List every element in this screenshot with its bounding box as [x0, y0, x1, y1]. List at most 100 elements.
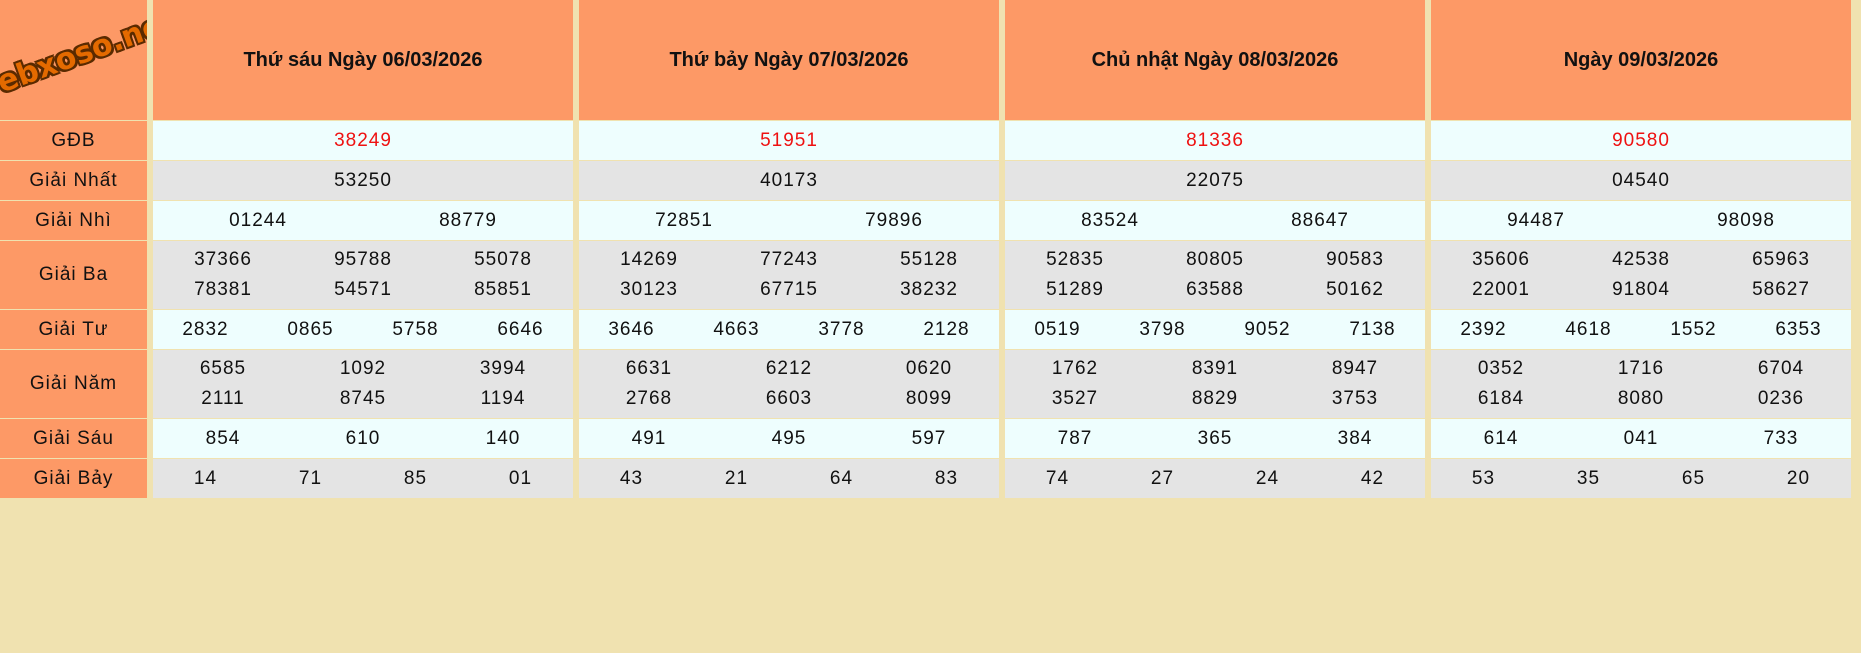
- result-number: 787: [1057, 427, 1093, 449]
- result-number: 6212: [765, 358, 813, 379]
- result-number: 365: [1197, 427, 1233, 449]
- result-number: 85: [403, 467, 428, 489]
- prize-label-second-prize: Giải Nhì: [0, 201, 147, 240]
- result-number: 0865: [287, 318, 334, 340]
- third-prize-numbers: 52835 80805 90583 51289 63588 50162: [1005, 241, 1425, 309]
- lottery-results-board: webxoso.net Thứ sáu Ngày 06/03/2026 Thứ bả…: [0, 0, 1851, 498]
- fifth-prize-numbers: 1762 8391 8947 3527 8829 3753: [1005, 350, 1425, 418]
- result-number: 9052: [1244, 318, 1291, 340]
- result-number: 24: [1255, 467, 1280, 489]
- result-number: 3646: [608, 318, 655, 340]
- result-number: 4663: [713, 318, 760, 340]
- second-prize-numbers: 83524 88647: [1005, 201, 1425, 240]
- result-number: 90583: [1326, 249, 1384, 270]
- result-number: 733: [1763, 427, 1799, 449]
- result-number: 6646: [497, 318, 544, 340]
- sixth-prize-numbers: 491 495 597: [579, 419, 999, 458]
- prize-label-fourth-prize: Giải Tư: [0, 310, 147, 349]
- first-prize-numbers: 04540: [1431, 161, 1851, 200]
- third-prize-numbers: 37366 95788 55078 78381 54571 85851: [153, 241, 573, 309]
- result-number: 37366: [194, 249, 252, 270]
- seventh-prize-numbers: 53 35 65 20: [1431, 459, 1851, 498]
- result-number: 91804: [1612, 279, 1670, 300]
- first-prize-numbers: 40173: [579, 161, 999, 200]
- result-number: 854: [205, 427, 241, 449]
- result-number: 20: [1786, 467, 1811, 489]
- result-number: 2111: [201, 388, 245, 409]
- fourth-prize-numbers: 0519 3798 9052 7138: [1005, 310, 1425, 349]
- result-number: 64: [829, 467, 854, 489]
- fifth-prize-numbers: 0352 1716 6704 6184 8080 0236: [1431, 350, 1851, 418]
- result-number: 01: [508, 467, 533, 489]
- result-number: 0352: [1477, 358, 1525, 379]
- result-number: 1194: [480, 388, 526, 409]
- result-number: 8947: [1331, 358, 1379, 379]
- result-number: 94487: [1507, 209, 1565, 231]
- result-number: 83524: [1081, 209, 1139, 231]
- result-number: 35: [1576, 467, 1601, 489]
- result-number: 95788: [334, 249, 392, 270]
- result-number: 53: [1471, 467, 1496, 489]
- result-number: 3994: [479, 358, 527, 379]
- result-number: 1092: [339, 358, 387, 379]
- day-header-2: Thứ bảy Ngày 07/03/2026: [579, 0, 999, 120]
- seventh-prize-numbers: 43 21 64 83: [579, 459, 999, 498]
- result-number: 384: [1337, 427, 1373, 449]
- result-number: 71: [298, 467, 323, 489]
- result-number: 52835: [1046, 249, 1104, 270]
- result-number: 65: [1681, 467, 1706, 489]
- result-number: 3798: [1139, 318, 1186, 340]
- result-number: 80805: [1186, 249, 1244, 270]
- result-number: 51951: [760, 129, 818, 151]
- result-number: 72851: [655, 209, 713, 231]
- result-number: 1762: [1051, 358, 1099, 379]
- result-number: 35606: [1472, 249, 1530, 270]
- fifth-prize-numbers: 6585 1092 3994 2111 8745 1194: [153, 350, 573, 418]
- prize-label-sixth-prize: Giải Sáu: [0, 419, 147, 458]
- result-number: 8099: [905, 388, 953, 409]
- result-number: 6603: [765, 388, 813, 409]
- prize-label-first-prize: Giải Nhất: [0, 161, 147, 200]
- result-number: 22075: [1186, 169, 1244, 191]
- result-number: 140: [485, 427, 521, 449]
- result-number: 98098: [1717, 209, 1775, 231]
- result-number: 2392: [1460, 318, 1507, 340]
- result-number: 58627: [1752, 279, 1810, 300]
- result-number: 8080: [1617, 388, 1665, 409]
- result-number: 53250: [334, 169, 392, 191]
- result-number: 0620: [905, 358, 953, 379]
- result-number: 78381: [194, 279, 252, 300]
- fourth-prize-numbers: 3646 4663 3778 2128: [579, 310, 999, 349]
- special-prize-numbers: 38249: [153, 121, 573, 160]
- result-number: 01244: [229, 209, 287, 231]
- result-number: 2768: [625, 388, 673, 409]
- result-number: 7138: [1349, 318, 1396, 340]
- special-prize-numbers: 90580: [1431, 121, 1851, 160]
- result-number: 495: [771, 427, 807, 449]
- result-number: 8391: [1191, 358, 1239, 379]
- result-number: 67715: [760, 279, 818, 300]
- result-number: 38249: [334, 129, 392, 151]
- result-number: 6704: [1757, 358, 1805, 379]
- result-number: 51289: [1046, 279, 1104, 300]
- logo-cell: webxoso.net: [0, 0, 147, 120]
- sixth-prize-numbers: 614 041 733: [1431, 419, 1851, 458]
- day-header-3: Chủ nhật Ngày 08/03/2026: [1005, 0, 1425, 120]
- result-number: 041: [1623, 427, 1659, 449]
- result-number: 55078: [474, 249, 532, 270]
- result-number: 38232: [900, 279, 958, 300]
- result-number: 2832: [182, 318, 229, 340]
- result-number: 85851: [474, 279, 532, 300]
- result-number: 77243: [760, 249, 818, 270]
- day-header-1: Thứ sáu Ngày 06/03/2026: [153, 0, 573, 120]
- prize-label-seventh-prize: Giải Bảy: [0, 459, 147, 498]
- second-prize-numbers: 94487 98098: [1431, 201, 1851, 240]
- result-number: 491: [631, 427, 667, 449]
- prize-label-special-prize: GĐB: [0, 121, 147, 160]
- result-number: 6631: [625, 358, 673, 379]
- prize-label-third-prize: Giải Ba: [0, 241, 147, 309]
- site-logo[interactable]: webxoso.net: [0, 2, 147, 110]
- result-number: 2128: [923, 318, 970, 340]
- result-number: 22001: [1472, 279, 1530, 300]
- result-number: 5758: [392, 318, 439, 340]
